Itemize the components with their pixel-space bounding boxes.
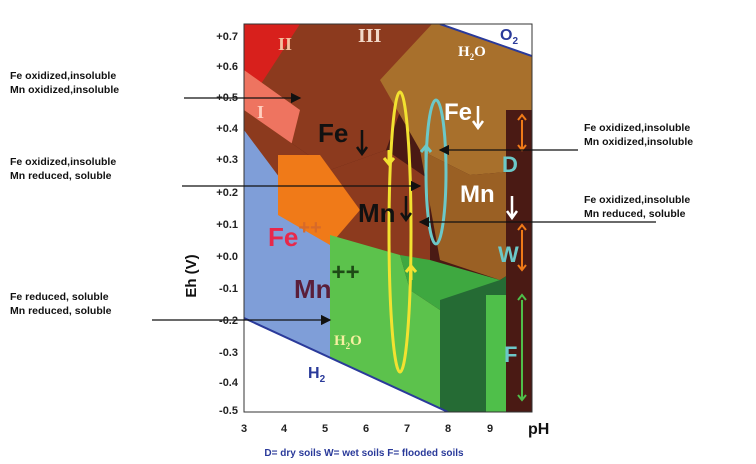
y-tick: +0.7 [216,31,238,43]
fe-plus-orange-field [278,155,360,245]
h2-boundary-line [244,317,449,412]
bright-green-strip [486,295,506,412]
annotation-right-top-line2: Mn oxidized,insoluble [584,136,693,148]
mn-plus-green-field [330,235,440,412]
region-label-i: I [257,102,264,122]
svg-text:Mn: Mn [358,198,396,228]
soil-code-f: F [504,342,517,367]
y-tick: +0.1 [216,219,238,231]
h2o-lower-label: H2O [334,333,362,351]
tan-upper-right-field [380,24,532,175]
x-tick: 4 [281,423,288,435]
tan-lower-right-field [420,150,532,280]
region-label-ii: II [278,34,292,54]
annotation-left-bot-line1: Fe reduced, soluble [10,291,109,303]
fe-down-label-left: Fe [318,118,369,157]
teal-cycle-arrow [419,143,433,160]
x-tick: 7 [404,423,410,435]
plot-area [244,24,532,412]
x-tick: 9 [487,423,493,435]
soil-arrows [517,113,527,272]
svg-text:Mn: Mn [460,181,495,208]
y-tick: +0.3 [216,154,238,166]
y-axis: +0.7 +0.6 +0.5 +0.4 +0.3 +0.2 +0.1 +0.0 … [216,31,239,417]
plot-frame [243,23,533,413]
y-tick: -0.1 [219,283,238,295]
h2o-upper-label: H2O [458,44,486,62]
fe-down-label-right: Fe [444,99,485,131]
soil-code-w: W [498,242,519,267]
y-tick: -0.3 [219,347,238,359]
y-tick: -0.2 [219,315,238,327]
x-tick: 6 [363,423,369,435]
annotation-right-mid-line2: Mn reduced, soluble [584,208,686,220]
soil-code-column [506,110,532,412]
region-label-iii: III [358,25,382,47]
mn-down-label-left: Mn [358,196,413,228]
y-tick: +0.0 [216,251,238,263]
mn-plus-label: Mn++ [294,259,360,304]
soil-legend: D= dry soils W= wet soils F= flooded soi… [264,448,464,459]
annotation-left-bot-line2: Mn reduced, soluble [10,305,112,317]
yellow-redox-cycle [387,90,413,374]
y-tick: -0.4 [219,377,239,389]
soil-arrows-green [517,293,527,402]
annotation-left-top-line2: Mn oxidized,insoluble [10,84,119,96]
y-tick: -0.5 [219,405,238,417]
svg-text:Fe: Fe [318,118,348,148]
h2-label: H2 [308,365,326,385]
guide-arrows [152,92,656,326]
x-axis: 3 4 5 6 7 8 9 [241,423,493,435]
yellow-cycle-arrow-down [382,150,396,167]
y-tick: +0.2 [216,187,238,199]
annotation-left-mid-line2: Mn reduced, soluble [10,170,112,182]
y-tick: +0.4 [216,123,239,135]
y-axis-label: Eh (V) [183,254,200,297]
teal-redox-cycle [424,98,448,246]
annotation-left-top-line1: Fe oxidized,insoluble [10,70,116,82]
fe-plus-label: Fe++ [268,217,322,252]
o2-boundary-line [439,24,532,57]
annotation-right-mid-line1: Fe oxidized,insoluble [584,194,690,206]
o2-label: O2 [500,27,518,47]
x-axis-label: pH [528,421,549,438]
mn-down-label-right: Mn [460,181,519,221]
soil-code-d: D [502,152,518,177]
y-tick: +0.5 [216,92,238,104]
annotation-left-mid-line1: Fe oxidized,insoluble [10,156,116,168]
y-tick: +0.6 [216,61,238,73]
x-tick: 8 [445,423,451,435]
annotation-right-top-line1: Fe oxidized,insoluble [584,122,690,134]
svg-text:Fe: Fe [444,99,472,126]
x-tick: 3 [241,423,247,435]
yellow-cycle-arrow-up [404,263,418,280]
x-tick: 5 [322,423,328,435]
